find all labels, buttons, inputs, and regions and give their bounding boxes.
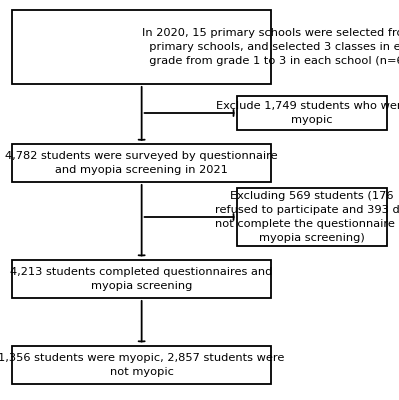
FancyBboxPatch shape [12,260,271,298]
Text: 1,356 students were myopic, 2,857 students were
not myopic: 1,356 students were myopic, 2,857 studen… [0,353,285,377]
Text: 4,782 students were surveyed by questionnaire
and myopia screening in 2021: 4,782 students were surveyed by question… [5,151,278,175]
Text: 4,213 students completed questionnaires and
myopia screening: 4,213 students completed questionnaires … [10,267,273,291]
FancyBboxPatch shape [12,10,271,84]
FancyBboxPatch shape [237,188,387,246]
FancyBboxPatch shape [237,96,387,130]
FancyBboxPatch shape [12,144,271,182]
Text: Excluding 569 students (176
refused to participate and 393 did
not complete the : Excluding 569 students (176 refused to p… [215,191,399,243]
Text: Exclude 1,749 students who were
myopic: Exclude 1,749 students who were myopic [216,101,399,125]
FancyBboxPatch shape [12,346,271,384]
Text: In 2020, 15 primary schools were selected from 30
  primary schools, and selecte: In 2020, 15 primary schools were selecte… [142,28,399,66]
